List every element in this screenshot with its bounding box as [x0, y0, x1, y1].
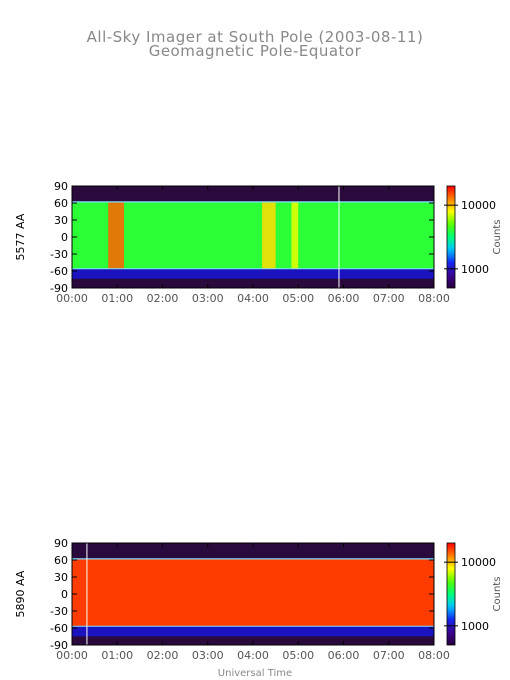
colorbar-tick-label: 1000: [461, 263, 489, 276]
y-tick-label: -30: [50, 605, 68, 618]
x-tick-label: 04:00: [237, 292, 269, 305]
panel-lower-band: [72, 268, 434, 279]
panel-valid-band: [72, 201, 434, 269]
x-tick-label: 05:00: [282, 292, 314, 305]
x-tick-label: 03:00: [192, 292, 224, 305]
panel-valid-band: [72, 558, 434, 627]
chart-subtitle: Geomagnetic Pole-Equator: [148, 42, 362, 60]
panel-1: 90 60 30 0 -30 -60 -90 5577 AA 00:00 01:00 02:00 03…: [14, 180, 503, 305]
x-tick-label: 00:00: [56, 292, 88, 305]
colorbar: [446, 542, 456, 646]
x-tick-label: 02:00: [147, 649, 179, 662]
y-tick-label: 30: [54, 214, 68, 227]
colorbar-label: Counts: [492, 577, 503, 612]
y-tick-label: -90: [50, 639, 68, 652]
y-tick-label: 0: [61, 231, 68, 244]
y-tick-label: 0: [61, 588, 68, 601]
x-tick-label: 01:00: [101, 649, 133, 662]
colorbar-tick-label: 10000: [461, 199, 496, 212]
chart-title: All-Sky Imager at South Pole (2003-08-11…: [86, 28, 424, 46]
y-tick-label: 60: [54, 197, 68, 210]
colorbar-label: Counts: [492, 220, 503, 255]
y-tick-label: -60: [50, 265, 68, 278]
y-tick-label: -90: [50, 282, 68, 295]
x-tick-label: 07:00: [373, 292, 405, 305]
panel-2: 90 60 30 0 -30 -60 -90 5890 AA 00:00 01:00 02:00 03…: [14, 537, 503, 662]
x-tick-label: 00:00: [56, 649, 88, 662]
x-tick-label: 05:00: [282, 649, 314, 662]
y-tick-label: -60: [50, 622, 68, 635]
y-tick-label: 60: [54, 554, 68, 567]
y-tick-label: -30: [50, 248, 68, 261]
colorbar-tick-label: 1000: [461, 620, 489, 633]
y-tick-label: 90: [54, 537, 68, 550]
y-tick-label: 30: [54, 571, 68, 584]
x-tick-label: 06:00: [328, 292, 360, 305]
heatmap-feature: [291, 201, 299, 269]
x-tick-label: 06:00: [328, 649, 360, 662]
x-tick-label: 08:00: [418, 649, 450, 662]
x-tick-label: 07:00: [373, 649, 405, 662]
heatmap-feature: [108, 201, 125, 269]
y-axis-label: 5890 AA: [14, 570, 27, 617]
x-tick-label: 02:00: [147, 292, 179, 305]
y-tick-label: 90: [54, 180, 68, 193]
panel-lower-band: [72, 626, 434, 637]
heatmap-feature: [262, 201, 276, 269]
y-axis-label: 5577 AA: [14, 213, 27, 260]
x-tick-label: 01:00: [101, 292, 133, 305]
colorbar: [446, 185, 456, 289]
x-axis-label: Universal Time: [217, 668, 293, 679]
x-tick-label: 04:00: [237, 649, 269, 662]
colorbar-tick-label: 10000: [461, 556, 496, 569]
x-tick-label: 03:00: [192, 649, 224, 662]
x-tick-label: 08:00: [418, 292, 450, 305]
